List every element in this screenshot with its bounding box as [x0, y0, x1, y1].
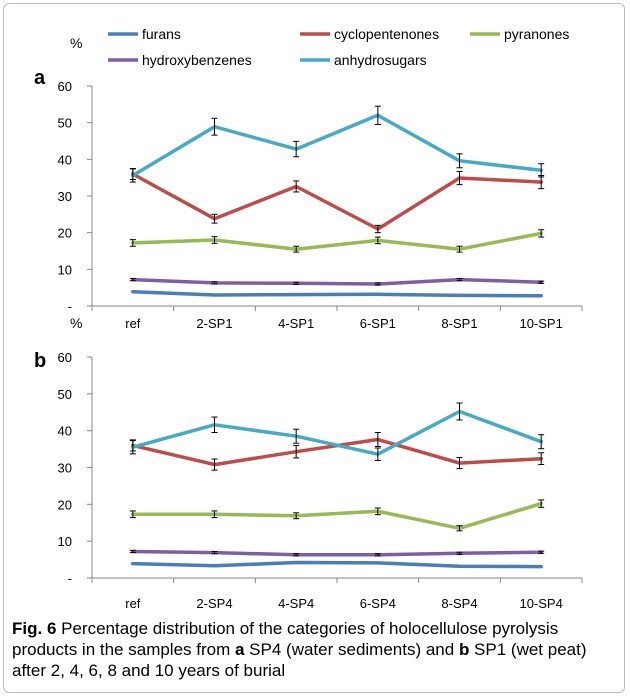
y-tick-label-a-2: 20 — [58, 226, 72, 241]
x-tick-label-b-5: 10-SP4 — [519, 596, 562, 611]
error-bar-b-cyclopentenones-5 — [538, 452, 545, 466]
series-line-b-cyclopentenones — [131, 437, 543, 467]
error-bar-b-cyclopentenones-2 — [293, 444, 300, 459]
error-bar-a-cyclopentenones-1 — [211, 213, 218, 224]
error-bar-b-hydroxybenzenes-1 — [211, 550, 218, 555]
error-bar-a-hydroxybenzenes-5 — [538, 280, 545, 284]
caption-text-3: SP1 (wet peat) after 2, 4, 6, 8 and 10 y… — [12, 640, 587, 680]
error-bar-b-hydroxybenzenes-5 — [538, 550, 545, 554]
legend-label-cyclopentenones: cyclopentenones — [334, 26, 439, 42]
y-tick-label-b-6: 60 — [58, 350, 72, 365]
y-tick-label-a-5: 50 — [58, 116, 72, 131]
x-tick-label-a-1: 2-SP1 — [196, 316, 232, 331]
series-line-a-anhydrosugars — [131, 113, 543, 178]
y-tick-label-a-4: 40 — [58, 152, 72, 167]
error-bar-b-pyranones-3 — [374, 507, 381, 516]
series-line-a-furans — [131, 289, 543, 298]
error-bar-b-anhydrosugars-3 — [374, 447, 381, 462]
x-tick-label-b-0: ref — [125, 596, 141, 611]
x-tick-label-a-2: 4-SP1 — [278, 316, 314, 331]
error-bar-b-pyranones-2 — [293, 512, 300, 520]
series-line-b-pyranones — [131, 501, 543, 531]
x-tick-label-a-3: 6-SP1 — [360, 316, 396, 331]
caption-text-2: SP4 (water sediments) and — [244, 640, 459, 659]
series-line-a-cyclopentenones — [131, 172, 543, 231]
error-bar-a-pyranones-2 — [293, 245, 300, 253]
y-tick-label-a-1: 10 — [58, 262, 72, 277]
y-tick-label-b-0: - — [68, 571, 72, 586]
y-tick-label-b-2: 20 — [58, 497, 72, 512]
error-bar-a-anhydrosugars-1 — [211, 117, 218, 136]
error-bar-a-pyranones-4 — [456, 245, 463, 253]
error-bar-a-hydroxybenzenes-2 — [293, 281, 300, 285]
y-unit-label-bottom-a: % — [70, 315, 82, 331]
x-tick-label-a-0: ref — [125, 316, 141, 331]
error-bar-a-cyclopentenones-2 — [293, 180, 300, 193]
error-bar-a-anhydrosugars-5 — [538, 163, 545, 178]
error-bar-b-anhydrosugars-5 — [538, 434, 545, 450]
legend-label-anhydrosugars: anhydrosugars — [334, 52, 427, 68]
x-tick-label-a-5: 10-SP1 — [519, 316, 562, 331]
error-bar-a-cyclopentenones-4 — [456, 170, 463, 186]
error-bar-b-anhydrosugars-1 — [211, 416, 218, 434]
error-bar-b-pyranones-5 — [538, 499, 545, 508]
y-tick-label-b-3: 30 — [58, 461, 72, 476]
error-bar-b-pyranones-4 — [456, 525, 463, 532]
x-tick-label-b-3: 6-SP4 — [360, 596, 396, 611]
y-tick-label-b-5: 50 — [58, 387, 72, 402]
y-tick-label-a-0: - — [68, 299, 72, 314]
error-bar-a-pyranones-3 — [374, 236, 381, 245]
x-tick-label-b-2: 4-SP4 — [278, 596, 314, 611]
caption-text-1: Percentage distribution of the categorie… — [12, 619, 559, 659]
y-tick-label-b-4: 40 — [58, 424, 72, 439]
error-bar-a-hydroxybenzenes-1 — [211, 281, 218, 285]
error-bar-b-hydroxybenzenes-0 — [129, 549, 136, 554]
error-bar-b-hydroxybenzenes-3 — [374, 553, 381, 557]
y-tick-label-a-6: 60 — [58, 79, 72, 94]
series-line-b-furans — [131, 560, 543, 569]
error-bar-a-pyranones-0 — [129, 239, 136, 247]
error-bar-b-pyranones-1 — [211, 510, 218, 519]
panel-label-b: b — [34, 350, 46, 372]
error-bar-a-pyranones-5 — [538, 229, 545, 238]
error-bar-a-cyclopentenones-3 — [374, 224, 381, 234]
error-bar-b-cyclopentenones-4 — [456, 457, 463, 470]
legend-label-pyranones: pyranones — [504, 26, 569, 42]
error-bar-a-anhydrosugars-3 — [374, 105, 381, 125]
figure-caption: Fig. 6 Percentage distribution of the ca… — [12, 618, 614, 681]
error-bar-b-hydroxybenzenes-2 — [293, 553, 300, 557]
caption-fig-label: Fig. 6 — [12, 619, 57, 638]
x-tick-label-b-4: 8-SP4 — [441, 596, 477, 611]
error-bar-b-cyclopentenones-3 — [374, 432, 381, 448]
error-bar-b-pyranones-0 — [129, 510, 136, 519]
panel-label-a: a — [34, 67, 46, 89]
error-bar-a-pyranones-1 — [211, 236, 218, 244]
error-bar-a-hydroxybenzenes-4 — [456, 278, 463, 282]
error-bar-a-anhydrosugars-4 — [456, 153, 463, 169]
error-bar-b-hydroxybenzenes-4 — [456, 551, 463, 555]
error-bar-b-cyclopentenones-1 — [211, 458, 218, 471]
x-tick-label-a-4: 8-SP1 — [441, 316, 477, 331]
y-tick-label-b-1: 10 — [58, 534, 72, 549]
error-bar-a-anhydrosugars-0 — [129, 168, 136, 183]
series-line-b-hydroxybenzenes — [131, 549, 543, 557]
error-bar-a-hydroxybenzenes-3 — [374, 282, 381, 286]
error-bar-b-anhydrosugars-4 — [456, 402, 463, 421]
y-tick-label-a-3: 30 — [58, 189, 72, 204]
caption-bold-a: a — [234, 640, 245, 659]
x-tick-label-b-1: 2-SP4 — [196, 596, 232, 611]
error-bar-b-anhydrosugars-0 — [129, 440, 136, 455]
legend-label-hydroxybenzenes: hydroxybenzenes — [142, 52, 252, 68]
series-line-a-pyranones — [131, 231, 543, 251]
error-bar-a-hydroxybenzenes-0 — [129, 278, 136, 282]
caption-bold-b: b — [458, 640, 470, 659]
y-unit-label-top-a: % — [70, 35, 82, 51]
error-bar-b-anhydrosugars-2 — [293, 428, 300, 444]
legend-label-furans: furans — [142, 26, 181, 42]
series-line-a-hydroxybenzenes — [131, 277, 543, 286]
series-line-b-anhydrosugars — [131, 409, 543, 456]
error-bar-a-anhydrosugars-2 — [293, 140, 300, 158]
